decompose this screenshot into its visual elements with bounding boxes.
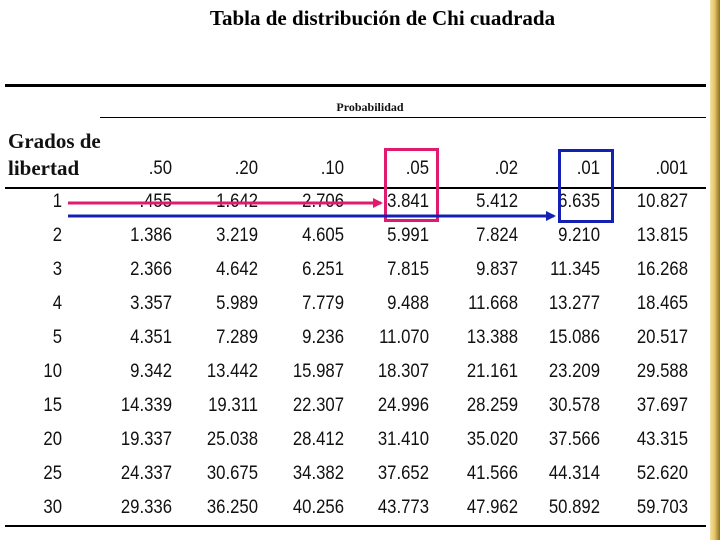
table-cell: 13.277 — [548, 293, 600, 314]
table-top-rule — [5, 84, 706, 87]
table-cell: 31.410 — [377, 429, 429, 450]
table-cell: 28.412 — [292, 429, 344, 450]
table-cell: 19.337 — [120, 429, 172, 450]
table-cell: 9.210 — [558, 225, 600, 246]
table-cell: 9.837 — [476, 259, 518, 280]
table-cell: 18.465 — [636, 293, 688, 314]
table-cell: 3.357 — [130, 293, 172, 314]
table-cell: 30.675 — [206, 463, 258, 484]
df-value: 5 — [52, 327, 62, 348]
probability-label: Probabilidad — [336, 100, 404, 114]
table-cell: 11.668 — [468, 293, 518, 314]
table-cell: 7.289 — [216, 327, 258, 348]
df-value: 15 — [43, 395, 62, 416]
table-cell: 50.892 — [548, 497, 600, 518]
table-cell: 28.259 — [466, 395, 518, 416]
table-cell: 43.315 — [636, 429, 688, 450]
table-cell: 37.652 — [377, 463, 429, 484]
table-cell: 43.773 — [377, 497, 429, 518]
table-bottom-rule — [5, 525, 706, 527]
highlight-box-col-01 — [558, 149, 614, 223]
df-value: 4 — [52, 293, 62, 314]
df-value: 2 — [52, 225, 62, 246]
table-cell: 9.342 — [130, 361, 172, 382]
table-cell: 13.388 — [466, 327, 518, 348]
table-cell: 15.086 — [548, 327, 600, 348]
table-cell: 23.209 — [548, 361, 600, 382]
table-cell: 5.412 — [476, 191, 518, 212]
df-value: 20 — [43, 429, 62, 450]
table-cell: 22.307 — [292, 395, 344, 416]
column-header: .001 — [655, 158, 688, 179]
table-cell: 24.996 — [377, 395, 429, 416]
table-cell: 9.236 — [302, 327, 344, 348]
table-cell: 36.250 — [206, 497, 258, 518]
probability-rule — [100, 117, 706, 118]
table-cell: 11.070 — [379, 327, 429, 348]
table-cell: 6.635 — [558, 191, 600, 212]
table-cell: 3.841 — [387, 191, 429, 212]
df-header: Grados de libertad — [8, 128, 101, 182]
table-cell: 7.779 — [302, 293, 344, 314]
table-cell: 30.578 — [548, 395, 600, 416]
df-header-line1: Grados de — [8, 129, 101, 153]
column-header: .20 — [234, 158, 258, 179]
df-value: 3 — [52, 259, 62, 280]
column-header: .01 — [576, 158, 600, 179]
table-cell: 37.697 — [636, 395, 688, 416]
table-cell: 7.815 — [387, 259, 429, 280]
df-header-line2: libertad — [8, 156, 80, 180]
table-cell: 47.962 — [466, 497, 518, 518]
table-cell: 1.386 — [130, 225, 172, 246]
table-cell: 2.366 — [130, 259, 172, 280]
table-cell: 37.566 — [548, 429, 600, 450]
table-cell: 7.824 — [476, 225, 518, 246]
table-cell: 6.251 — [302, 259, 344, 280]
table-cell: 4.642 — [216, 259, 258, 280]
column-header: .05 — [405, 158, 429, 179]
table-cell: 11.345 — [550, 259, 600, 280]
table-cell: 41.566 — [466, 463, 518, 484]
table-cell: 20.517 — [636, 327, 688, 348]
table-cell: 29.336 — [120, 497, 172, 518]
df-value: 1 — [52, 191, 62, 212]
table-cell: 5.989 — [216, 293, 258, 314]
table-cell: 40.256 — [292, 497, 344, 518]
highlight-box-col-05 — [384, 148, 439, 222]
table-cell: 9.488 — [387, 293, 429, 314]
table-cell: 13.442 — [206, 361, 258, 382]
table-cell: 59.703 — [636, 497, 688, 518]
table-cell: 10.827 — [636, 191, 688, 212]
table-cell: 18.307 — [377, 361, 429, 382]
table-cell: 4.605 — [302, 225, 344, 246]
table-cell: 44.314 — [548, 463, 600, 484]
column-header: .50 — [148, 158, 172, 179]
table-cell: 29.588 — [636, 361, 688, 382]
column-header: .10 — [320, 158, 344, 179]
df-value: 25 — [43, 463, 62, 484]
table-cell: 35.020 — [466, 429, 518, 450]
table-cell: 21.161 — [466, 361, 518, 382]
table-cell: 34.382 — [292, 463, 344, 484]
table-cell: 16.268 — [636, 259, 688, 280]
right-decorative-border — [710, 0, 720, 540]
table-cell: 24.337 — [120, 463, 172, 484]
table-cell: 15.987 — [292, 361, 344, 382]
table-cell: 25.038 — [206, 429, 258, 450]
table-cell: 5.991 — [387, 225, 429, 246]
table-cell: 13.815 — [636, 225, 688, 246]
column-header: .02 — [494, 158, 518, 179]
table-cell: 3.219 — [216, 225, 258, 246]
df-value: 10 — [43, 361, 62, 382]
header-rule — [5, 187, 706, 189]
table-cell: 4.351 — [130, 327, 172, 348]
df-value: 30 — [43, 497, 62, 518]
table-cell: 14.339 — [120, 395, 172, 416]
table-cell: 19.311 — [208, 395, 258, 416]
page-title: Tabla de distribución de Chi cuadrada — [209, 6, 556, 30]
table-cell: 52.620 — [636, 463, 688, 484]
